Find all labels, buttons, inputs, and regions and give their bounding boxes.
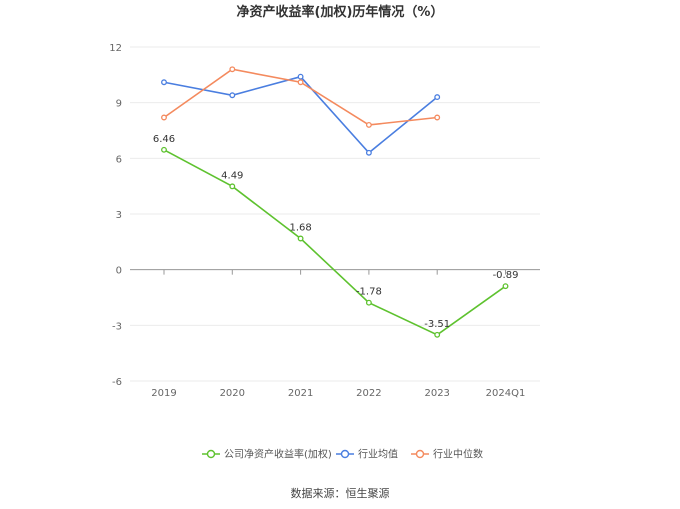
- data-labels: 6.46 4.49 1.68 -1.78 -3.51 -0.89: [153, 134, 519, 330]
- data-point: [229, 183, 236, 190]
- series-line: [163, 149, 506, 336]
- y-tick-label: -3: [112, 321, 122, 332]
- data-point: [229, 92, 236, 99]
- legend-swatch-marker: [340, 449, 350, 459]
- legend: 公司净资产收益率(加权) 行业均值 行业中位数: [202, 448, 483, 461]
- data-point: [365, 149, 372, 156]
- x-tick-label: 2023: [424, 388, 449, 399]
- x-tick-label: 2019: [151, 388, 176, 399]
- series-layer: [161, 66, 509, 338]
- chart-title: 净资产收益率(加权)历年情况（%）: [237, 4, 444, 20]
- legend-swatch-marker: [415, 449, 425, 459]
- data-point: [161, 114, 167, 121]
- grid-lines: [130, 46, 540, 382]
- source-note: 数据来源：恒生聚源: [291, 486, 390, 500]
- y-tick-label: 9: [116, 99, 122, 110]
- data-point: [229, 66, 236, 73]
- y-tick-label: 6: [116, 154, 122, 165]
- y-tick-label: 3: [116, 210, 122, 221]
- x-tick-label: 2021: [288, 388, 313, 399]
- y-tick-label: -6: [112, 377, 122, 388]
- data-point: [502, 283, 509, 290]
- x-axis: 2019 2020 2021 2022 2023 2024Q1: [130, 269, 540, 399]
- data-point: [161, 146, 167, 153]
- legend-swatch-marker: [206, 449, 216, 459]
- data-point: [434, 114, 441, 121]
- data-label: -3.51: [424, 319, 450, 330]
- data-point: [365, 121, 372, 128]
- data-point: [434, 94, 441, 101]
- data-point: [297, 73, 304, 80]
- y-tick-label: 12: [109, 43, 122, 54]
- x-tick-label: 2024Q1: [486, 388, 526, 399]
- x-tick-label: 2022: [356, 388, 381, 399]
- data-point: [297, 235, 304, 242]
- legend-label[interactable]: 行业均值: [358, 448, 398, 461]
- data-label: -0.89: [493, 270, 519, 281]
- y-tick-label: 0: [116, 266, 122, 277]
- data-point: [161, 79, 167, 86]
- data-label: 6.46: [153, 134, 175, 145]
- data-label: 1.68: [289, 222, 311, 233]
- data-point: [297, 79, 304, 86]
- x-tick-label: 2020: [220, 388, 245, 399]
- data-label: 4.49: [221, 170, 243, 181]
- legend-label[interactable]: 公司净资产收益率(加权): [224, 448, 332, 461]
- data-point: [365, 299, 372, 306]
- data-point: [434, 331, 441, 338]
- data-label: -1.78: [356, 287, 382, 298]
- y-axis: 12 9 6 3 0 -3 -6: [109, 43, 122, 388]
- legend-label[interactable]: 行业中位数: [433, 448, 483, 461]
